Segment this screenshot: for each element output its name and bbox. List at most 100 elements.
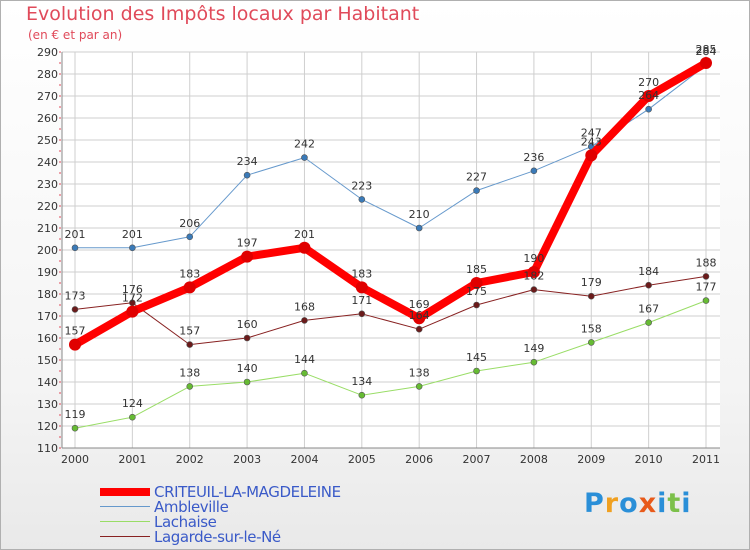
data-point-lachaise: [587, 339, 595, 346]
data-point-lachaise: [243, 378, 251, 386]
data-point-lagarde-sur-le-n-: [645, 281, 652, 289]
data-label-lachaise: 134: [351, 375, 372, 388]
data-point-ambleville: [530, 167, 538, 175]
x-tick-label: 2000: [61, 453, 89, 466]
y-tick-label: 220: [37, 200, 58, 213]
data-point-lagarde-sur-le-n-: [702, 273, 710, 280]
data-point-lachaise: [702, 297, 710, 304]
data-label-lachaise: 149: [523, 342, 544, 355]
data-label-ambleville: 227: [466, 171, 487, 184]
data-point-criteuil-la-magdeleine: [413, 312, 426, 325]
series-line-lachaise: [74, 300, 707, 429]
data-label-lachaise: 138: [179, 366, 200, 379]
x-tick-label: 2007: [463, 453, 491, 466]
data-label-lagarde-sur-le-n-: 182: [523, 270, 544, 283]
data-point-lachaise: [186, 383, 194, 390]
y-tick-label: 190: [37, 266, 58, 279]
data-point-ambleville: [473, 187, 480, 194]
data-label-criteuil-la-magdeleine: 190: [523, 252, 544, 265]
data-point-ambleville: [129, 244, 136, 252]
y-tick-label: 280: [37, 68, 58, 81]
data-point-lagarde-sur-le-n-: [186, 341, 194, 348]
data-label-ambleville: 201: [65, 228, 86, 241]
logo-letter: t: [667, 488, 682, 519]
data-label-criteuil-la-magdeleine: 183: [179, 267, 200, 280]
logo-letter: i: [681, 488, 692, 519]
data-label-criteuil-la-magdeleine: 172: [122, 292, 143, 305]
data-point-criteuil-la-magdeleine: [183, 281, 196, 294]
y-tick-label: 270: [37, 90, 58, 103]
y-tick-label: 240: [37, 156, 58, 169]
data-label-criteuil-la-magdeleine: 201: [294, 228, 315, 241]
data-label-lachaise: 138: [409, 366, 430, 379]
legend-item: Lagarde-sur-le-Né: [100, 527, 341, 546]
data-point-criteuil-la-magdeleine: [700, 57, 712, 69]
data-label-lagarde-sur-le-n-: 171: [351, 294, 372, 307]
data-label-ambleville: 234: [237, 155, 258, 168]
data-label-criteuil-la-magdeleine: 183: [351, 267, 372, 280]
y-tick-label: 120: [37, 420, 58, 433]
data-point-lachaise: [530, 358, 538, 366]
data-point-ambleville: [186, 233, 194, 241]
y-tick-label: 250: [37, 134, 58, 147]
y-tick-label: 150: [37, 354, 58, 367]
data-point-criteuil-la-magdeleine: [527, 266, 540, 278]
legend-item: Lachaise: [100, 513, 341, 531]
series-line-lagarde-sur-le-n-: [74, 275, 707, 346]
legend-label: Ambleville: [154, 497, 229, 516]
y-tick-label: 260: [37, 112, 58, 125]
data-point-criteuil-la-magdeleine: [470, 277, 483, 289]
y-tick-label: 130: [37, 398, 58, 411]
data-point-lagarde-sur-le-n-: [358, 310, 366, 318]
data-label-lagarde-sur-le-n-: 164: [409, 309, 430, 322]
data-point-lagarde-sur-le-n-: [243, 334, 251, 342]
x-tick-label: 2004: [290, 453, 318, 466]
data-point-lachaise: [129, 413, 136, 421]
legend-swatch: [100, 487, 150, 496]
logo-letter: r: [604, 488, 620, 519]
data-point-ambleville: [645, 105, 652, 113]
logo-letter: i: [657, 488, 668, 519]
data-label-ambleville: 284: [696, 45, 717, 58]
data-label-lagarde-sur-le-n-: 160: [237, 318, 258, 331]
data-label-lachaise: 145: [466, 351, 487, 364]
data-label-criteuil-la-magdeleine: 270: [638, 76, 659, 89]
data-point-criteuil-la-magdeleine: [642, 90, 655, 102]
legend-swatch: [100, 521, 150, 522]
series-line-criteuil-la-magdeleine: [71, 59, 710, 349]
data-label-ambleville: 210: [409, 208, 430, 221]
x-tick-label: 2005: [348, 453, 376, 466]
data-point-criteuil-la-magdeleine: [69, 338, 81, 351]
legend-item: CRITEUIL-LA-MAGDELEINE: [100, 482, 341, 501]
data-point-ambleville: [415, 224, 423, 232]
chart-legend: CRITEUIL-LA-MAGDELEINE Ambleville Lachaise…: [100, 482, 341, 546]
data-point-lagarde-sur-le-n-: [530, 286, 538, 293]
chart-title: Evolution des Impôts locaux par Habitant: [26, 3, 420, 25]
proxiti-logo: Proxiti: [584, 488, 692, 519]
data-point-criteuil-la-magdeleine: [355, 281, 368, 294]
x-tick-label: 2009: [577, 453, 605, 466]
data-point-lagarde-sur-le-n-: [301, 317, 308, 324]
y-tick-label: 200: [37, 244, 58, 257]
y-tick-label: 140: [37, 376, 58, 389]
x-tick-label: 2002: [176, 453, 204, 466]
logo-letter: P: [584, 488, 605, 519]
legend-label: CRITEUIL-LA-MAGDELEINE: [154, 482, 341, 501]
y-tick-label: 170: [37, 310, 58, 323]
data-point-ambleville: [301, 154, 308, 161]
data-label-ambleville: 247: [581, 127, 602, 140]
y-tick-label: 290: [37, 46, 58, 59]
data-point-ambleville: [243, 171, 251, 179]
x-tick-label: 2001: [118, 453, 146, 466]
legend-label: Lagarde-sur-le-Né: [154, 527, 281, 546]
data-point-lachaise: [301, 369, 308, 377]
data-label-lachaise: 119: [65, 408, 86, 421]
logo-letter: o: [619, 488, 639, 519]
data-point-lagarde-sur-le-n-: [71, 306, 79, 313]
data-label-lagarde-sur-le-n-: 168: [294, 300, 315, 313]
data-point-lachaise: [645, 319, 652, 326]
data-point-lachaise: [415, 383, 423, 390]
y-tick-label: 180: [37, 288, 58, 301]
data-label-lachaise: 140: [237, 362, 258, 375]
data-point-lagarde-sur-le-n-: [473, 301, 480, 309]
